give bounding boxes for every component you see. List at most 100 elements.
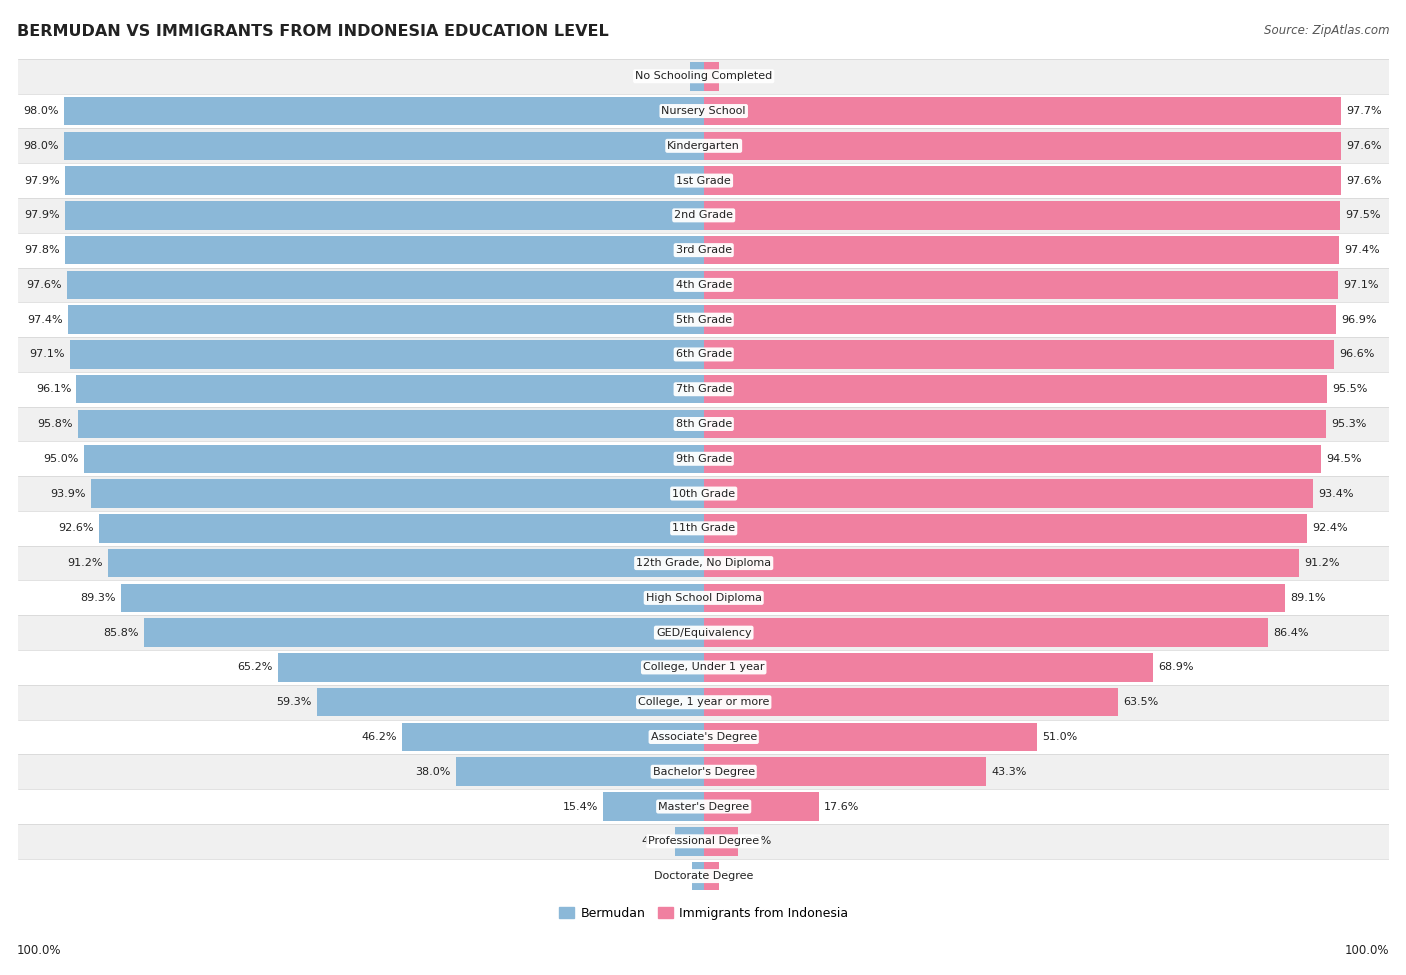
Text: 97.1%: 97.1% (1343, 280, 1378, 290)
Bar (704, 410, 1326, 439)
Bar (704, 722, 1036, 752)
Bar (65, 97, 704, 126)
Bar (65, 201, 704, 230)
Bar (18, 198, 1389, 233)
Text: 97.8%: 97.8% (24, 245, 60, 255)
Bar (79, 410, 704, 439)
Text: 10th Grade: 10th Grade (672, 488, 735, 498)
Text: 43.3%: 43.3% (991, 766, 1026, 777)
Text: 95.3%: 95.3% (1331, 419, 1367, 429)
Bar (704, 793, 818, 821)
Text: 63.5%: 63.5% (1123, 697, 1159, 707)
Bar (704, 340, 1334, 369)
Text: Kindergarten: Kindergarten (668, 140, 740, 151)
Bar (18, 720, 1389, 755)
Text: College, 1 year or more: College, 1 year or more (638, 697, 769, 707)
Text: 96.1%: 96.1% (35, 384, 72, 394)
Bar (143, 618, 704, 647)
Bar (278, 653, 704, 682)
Bar (704, 480, 1313, 508)
Text: 98.0%: 98.0% (24, 140, 59, 151)
Text: 59.3%: 59.3% (276, 697, 311, 707)
Text: 85.8%: 85.8% (103, 628, 138, 638)
Text: Master's Degree: Master's Degree (658, 801, 749, 811)
Text: 92.4%: 92.4% (1312, 524, 1348, 533)
Bar (704, 305, 1336, 334)
Bar (83, 445, 704, 473)
Bar (704, 862, 720, 890)
Bar (704, 62, 720, 91)
Text: 4th Grade: 4th Grade (676, 280, 733, 290)
Text: 91.2%: 91.2% (67, 558, 103, 568)
Text: 8th Grade: 8th Grade (676, 419, 733, 429)
Bar (704, 201, 1340, 230)
Text: College, Under 1 year: College, Under 1 year (643, 662, 765, 673)
Text: 89.1%: 89.1% (1291, 593, 1326, 603)
Text: 92.6%: 92.6% (59, 524, 94, 533)
Text: Doctorate Degree: Doctorate Degree (654, 871, 754, 881)
Text: High School Diploma: High School Diploma (645, 593, 762, 603)
Text: 2.1%: 2.1% (657, 71, 685, 81)
Bar (18, 755, 1389, 789)
Bar (704, 132, 1341, 160)
Legend: Bermudan, Immigrants from Indonesia: Bermudan, Immigrants from Indonesia (554, 902, 853, 924)
Text: Professional Degree: Professional Degree (648, 837, 759, 846)
Text: 97.6%: 97.6% (1346, 140, 1382, 151)
Bar (65, 132, 704, 160)
Text: 93.4%: 93.4% (1319, 488, 1354, 498)
Text: 94.5%: 94.5% (1326, 453, 1361, 464)
Bar (704, 827, 738, 855)
Text: 5th Grade: 5th Grade (676, 315, 731, 325)
Text: 12th Grade, No Diploma: 12th Grade, No Diploma (636, 558, 772, 568)
Text: 1.8%: 1.8% (658, 871, 686, 881)
Text: 1st Grade: 1st Grade (676, 176, 731, 185)
Text: 68.9%: 68.9% (1159, 662, 1194, 673)
Bar (704, 688, 1118, 717)
Text: 95.5%: 95.5% (1333, 384, 1368, 394)
Bar (108, 549, 704, 577)
Text: 97.4%: 97.4% (27, 315, 63, 325)
Bar (18, 442, 1389, 476)
Bar (704, 758, 987, 786)
Bar (18, 476, 1389, 511)
Bar (704, 445, 1320, 473)
Text: 96.6%: 96.6% (1340, 349, 1375, 360)
Bar (704, 271, 1337, 299)
Bar (18, 580, 1389, 615)
Bar (704, 375, 1327, 404)
Bar (704, 549, 1299, 577)
Text: 2nd Grade: 2nd Grade (675, 211, 733, 220)
Text: Nursery School: Nursery School (661, 106, 747, 116)
Text: 97.6%: 97.6% (1346, 176, 1382, 185)
Bar (690, 62, 704, 91)
Text: 7th Grade: 7th Grade (676, 384, 733, 394)
Bar (91, 480, 704, 508)
Text: 96.9%: 96.9% (1341, 315, 1376, 325)
Bar (704, 584, 1285, 612)
Bar (18, 407, 1389, 442)
Bar (100, 514, 704, 543)
Bar (18, 684, 1389, 720)
Bar (704, 167, 1341, 195)
Bar (316, 688, 704, 717)
Text: 97.9%: 97.9% (24, 176, 59, 185)
Text: Source: ZipAtlas.com: Source: ZipAtlas.com (1264, 24, 1389, 37)
Bar (704, 653, 1153, 682)
Text: Bachelor's Degree: Bachelor's Degree (652, 766, 755, 777)
Text: GED/Equivalency: GED/Equivalency (657, 628, 752, 638)
Bar (18, 129, 1389, 163)
Text: 98.0%: 98.0% (24, 106, 59, 116)
Bar (18, 371, 1389, 407)
Bar (704, 97, 1341, 126)
Text: Associate's Degree: Associate's Degree (651, 732, 756, 742)
Bar (18, 94, 1389, 129)
Bar (456, 758, 704, 786)
Text: 4.4%: 4.4% (641, 837, 669, 846)
Text: 97.1%: 97.1% (30, 349, 65, 360)
Text: No Schooling Completed: No Schooling Completed (636, 71, 772, 81)
Text: 38.0%: 38.0% (415, 766, 450, 777)
Text: 100.0%: 100.0% (17, 945, 62, 957)
Text: 100.0%: 100.0% (1344, 945, 1389, 957)
Bar (704, 618, 1268, 647)
Bar (18, 302, 1389, 337)
